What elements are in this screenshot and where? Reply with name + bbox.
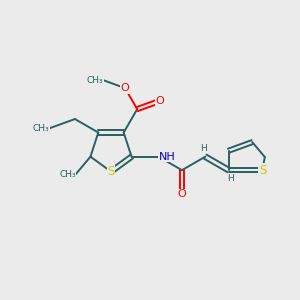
Text: H: H (227, 174, 234, 183)
Text: O: O (178, 190, 186, 200)
Text: S: S (259, 164, 266, 177)
Text: CH₃: CH₃ (87, 76, 104, 85)
Text: H: H (200, 144, 207, 153)
Text: S: S (107, 165, 115, 178)
Text: O: O (121, 83, 129, 93)
Text: CH₃: CH₃ (59, 170, 76, 179)
Text: NH: NH (158, 152, 175, 162)
Text: O: O (156, 96, 164, 106)
Text: CH₃: CH₃ (33, 124, 50, 133)
